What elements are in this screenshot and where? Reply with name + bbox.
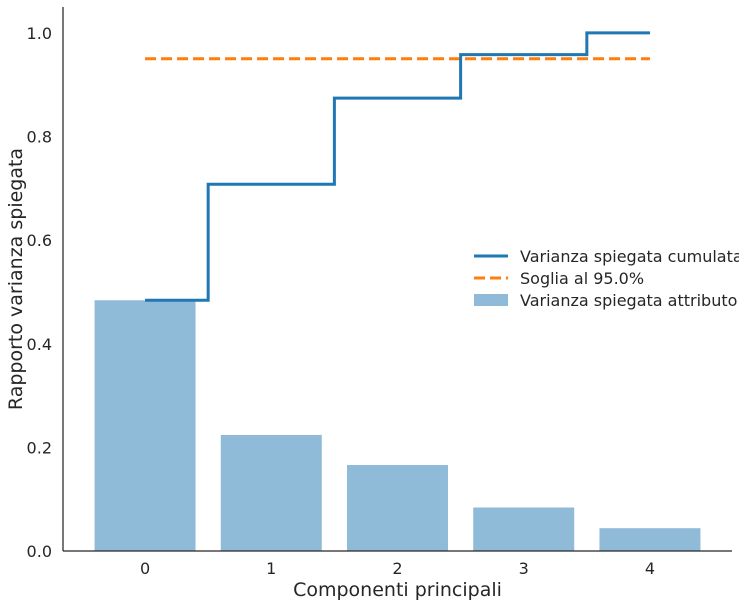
x-axis-title: Componenti principali — [293, 579, 502, 601]
legend-swatch-bar — [474, 294, 508, 306]
x-tick-label: 2 — [392, 559, 402, 578]
legend: Varianza spiegata cumulata Soglia al 95.0… — [474, 247, 739, 310]
x-tick-label: 4 — [645, 559, 655, 578]
bar — [94, 300, 196, 551]
y-tick-label: 1.0 — [27, 24, 52, 43]
lines-layer — [145, 31, 650, 302]
x-tick-label: 3 — [519, 559, 529, 578]
y-tick-label: 0.0 — [27, 542, 52, 561]
cumulative-step-line — [145, 31, 650, 302]
legend-label: Varianza spiegata attributo — [520, 291, 737, 310]
bar — [599, 528, 701, 551]
bar — [220, 434, 322, 551]
y-tick-label: 0.6 — [27, 231, 52, 250]
ticks-layer: 0 1 2 3 4 0.0 0.2 0.4 0.6 0.8 1.0 — [27, 24, 655, 578]
legend-label: Soglia al 95.0% — [520, 269, 644, 288]
bar — [347, 464, 448, 551]
y-tick-label: 0.8 — [27, 128, 52, 147]
y-tick-label: 0.4 — [27, 335, 52, 354]
x-tick-label: 1 — [266, 559, 276, 578]
x-tick-label: 0 — [140, 559, 150, 578]
axes-layer — [62, 7, 732, 552]
bars-layer — [94, 300, 701, 551]
y-tick-label: 0.2 — [27, 438, 52, 457]
y-axis-title: Rapporto varianza spiegata — [5, 148, 27, 410]
bar — [473, 507, 575, 551]
legend-label: Varianza spiegata cumulata — [520, 247, 739, 266]
